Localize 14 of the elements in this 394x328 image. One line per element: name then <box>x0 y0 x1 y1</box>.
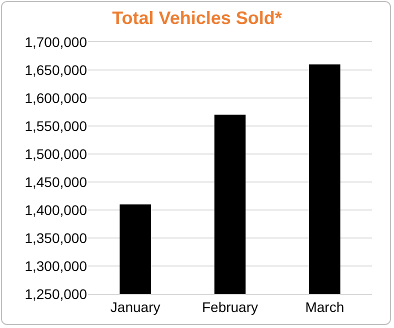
y-tick-label: 1,500,000 <box>24 146 88 162</box>
y-tick-label: 1,700,000 <box>24 34 88 50</box>
y-tick-label: 1,650,000 <box>24 62 88 78</box>
y-tick-label: 1,250,000 <box>24 286 88 302</box>
y-tick-label: 1,600,000 <box>24 90 88 106</box>
y-tick-label: 1,400,000 <box>24 202 88 218</box>
y-tick-label: 1,550,000 <box>24 118 88 134</box>
y-tick-label: 1,350,000 <box>24 230 88 246</box>
x-tick-label: January <box>110 298 160 315</box>
x-tick-label: February <box>202 298 258 315</box>
y-tick-label: 1,300,000 <box>24 258 88 274</box>
chart-title: Total Vehicles Sold* <box>112 8 282 28</box>
y-tick-label: 1,450,000 <box>24 174 88 190</box>
x-tick-label: March <box>305 298 344 315</box>
